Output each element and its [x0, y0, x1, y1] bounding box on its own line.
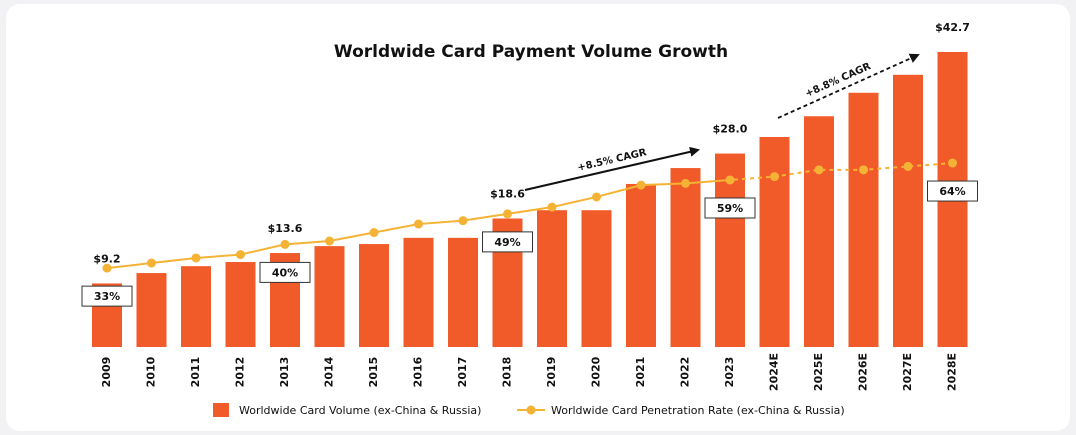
x-tick-label: 2011	[189, 357, 202, 388]
x-tick-label: 2017	[456, 357, 469, 388]
line-point	[770, 172, 779, 182]
x-tick-label: 2010	[145, 356, 158, 387]
bar	[403, 237, 434, 347]
legend-label: Worldwide Card Penetration Rate (ex-Chin…	[551, 404, 845, 417]
bar	[136, 273, 167, 347]
line-value-label: 49%	[494, 236, 520, 249]
line-value-label: 33%	[94, 290, 120, 303]
bar	[670, 168, 701, 347]
line-point	[681, 178, 690, 188]
bar	[581, 210, 612, 347]
bar-value-label: $28.0	[713, 123, 748, 136]
x-tick-label: 2014	[323, 356, 336, 387]
x-tick-label: 2022	[679, 357, 692, 388]
line-point	[903, 161, 913, 171]
bar	[448, 237, 478, 347]
x-tick-label: 2028E	[946, 353, 959, 391]
cagr-arrow	[524, 146, 700, 191]
value-label-box	[81, 285, 133, 307]
x-tick-label: 2020	[590, 356, 603, 387]
line-point	[191, 253, 201, 263]
line-point	[859, 165, 868, 175]
line-point	[725, 175, 735, 185]
line-point	[414, 219, 423, 229]
line-point	[369, 228, 379, 238]
bar	[181, 266, 211, 347]
x-tick-label: 2024E	[768, 353, 781, 391]
legend-label: Worldwide Card Volume (ex-China & Russia…	[239, 404, 481, 417]
bar-value-label: $18.6	[490, 187, 525, 200]
line-point	[814, 165, 824, 175]
value-label-box	[482, 231, 533, 253]
bar	[715, 153, 745, 347]
value-label-box	[259, 261, 311, 283]
line-point	[636, 180, 646, 190]
bar	[314, 246, 345, 347]
bar-value-label: $13.6	[268, 222, 303, 235]
x-tick-label: 2021	[634, 357, 647, 388]
line-value-label: 64%	[939, 185, 965, 198]
bar	[626, 183, 656, 347]
line-value-label: 59%	[717, 202, 743, 215]
x-tick-label: 2009	[100, 357, 113, 388]
bar	[225, 262, 256, 347]
line-value-label: 40%	[272, 266, 298, 279]
line-point	[280, 239, 290, 249]
x-tick-label: 2015	[367, 357, 380, 388]
x-tick-label: 2013	[278, 357, 291, 388]
x-tick-label: 2027E	[901, 353, 914, 391]
line	[106, 162, 953, 270]
line-point	[147, 258, 156, 268]
line-point	[547, 202, 557, 212]
x-tick-label: 2025E	[812, 353, 825, 391]
x-tick-label: 2019	[545, 357, 558, 388]
bar-value-label: $9.2	[93, 252, 120, 265]
bar	[537, 210, 567, 347]
x-tick-label: 2026E	[857, 353, 870, 391]
bar	[759, 136, 790, 347]
value-label-box	[704, 197, 756, 219]
bar-value-label: $42.7	[935, 21, 970, 34]
bar	[804, 116, 834, 348]
line-point	[458, 216, 468, 226]
x-tick-label: 2018	[501, 357, 514, 388]
x-tick-label: 2016	[412, 356, 425, 387]
bar	[893, 74, 923, 348]
bar	[359, 244, 389, 347]
chart-title: Worldwide Card Payment Volume Growth	[334, 42, 728, 62]
x-tick-label: 2023	[723, 357, 736, 388]
line-point	[592, 192, 601, 202]
legend-swatch	[526, 405, 536, 415]
legend-swatch	[213, 403, 229, 417]
line-point	[236, 250, 245, 260]
x-tick-label: 2012	[234, 357, 247, 388]
bar	[848, 92, 879, 347]
line-point	[948, 158, 957, 168]
cagr-arrow	[777, 53, 920, 119]
line-point	[102, 263, 112, 273]
line-point	[503, 209, 512, 219]
value-label-box	[927, 180, 978, 202]
line-point	[325, 236, 334, 246]
